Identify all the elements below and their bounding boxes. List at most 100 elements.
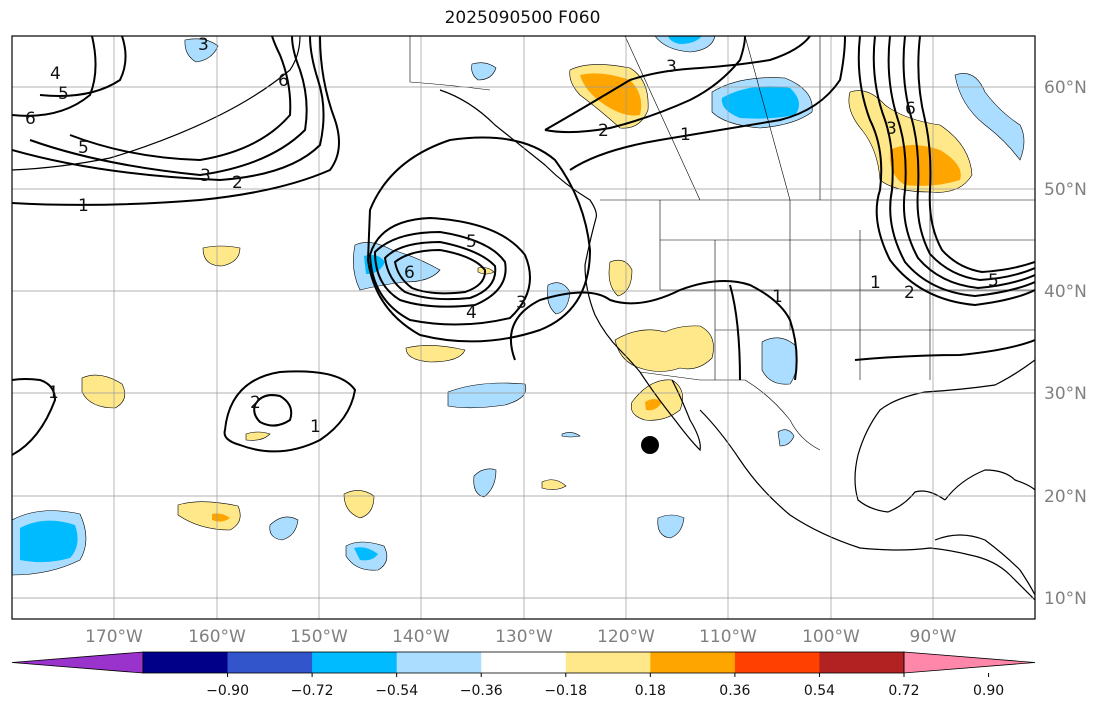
colorbar-tick-label: 0.54 xyxy=(804,683,835,699)
colorbar-segment xyxy=(227,652,313,673)
contour-label: 1 xyxy=(772,287,783,307)
colorbar-tick-label: −0.72 xyxy=(291,683,334,699)
contour-low-ring2 xyxy=(383,240,497,301)
fill-pos-pac3 xyxy=(405,345,466,363)
contour-label: 6 xyxy=(905,99,916,119)
fill-neg-coast xyxy=(547,282,571,315)
contour-low-ring3 xyxy=(393,248,487,295)
coast-gulf xyxy=(854,359,1035,513)
contour-label: 2 xyxy=(232,173,243,193)
contour-label: 1 xyxy=(310,417,321,437)
lon-label: 110°W xyxy=(699,627,757,647)
colorbar-tick-label: −0.54 xyxy=(375,683,418,699)
contour-south xyxy=(854,339,1035,361)
contour-1-east xyxy=(569,36,846,171)
colorbar-outline xyxy=(142,651,905,674)
contour-low-center xyxy=(373,230,507,308)
negative-anomaly-fills xyxy=(12,36,1025,576)
lon-label: 150°W xyxy=(290,627,348,647)
lat-label: 60°N xyxy=(1044,78,1087,98)
colorbar-segment xyxy=(903,651,1036,674)
location-marker xyxy=(641,436,659,454)
contour-label: 3 xyxy=(198,35,209,55)
fill-neg-pac-g xyxy=(777,429,795,447)
contour-label: 4 xyxy=(466,303,477,323)
longitude-labels: 170°W 160°W 150°W 140°W 130°W 120°W 110°… xyxy=(85,627,957,647)
fill-neg2-pac-f xyxy=(20,520,78,563)
contour-2-north xyxy=(12,36,325,182)
fill-pos-pac2 xyxy=(81,374,126,409)
contour-label: 4 xyxy=(50,64,61,84)
contour-1-mid xyxy=(544,36,811,131)
fill-neg2-top xyxy=(668,36,702,44)
map-frame xyxy=(11,35,1036,620)
fill-pos2-greatlakes xyxy=(889,145,961,186)
contour-label: 6 xyxy=(404,263,415,283)
fill-neg-pac-c xyxy=(269,516,299,541)
contour-label: 5 xyxy=(466,232,477,252)
colorbar-segment xyxy=(819,652,905,673)
colorbar-segment xyxy=(11,651,144,674)
contour-1-sw xyxy=(729,284,741,381)
coast-yucatan xyxy=(944,469,1035,501)
lon-label: 170°W xyxy=(85,627,143,647)
border-ak-canada xyxy=(409,36,491,91)
fill-pos-pac1 xyxy=(202,245,241,267)
colorbar-tick-label: −0.36 xyxy=(460,683,503,699)
fill-pos-pac5 xyxy=(343,490,375,519)
colorbar-segment xyxy=(312,652,398,673)
contour-4-north xyxy=(69,36,292,162)
contour-label: 1 xyxy=(680,125,691,145)
contour-label: 3 xyxy=(516,293,527,313)
contour-arc-pac xyxy=(510,280,798,381)
contour-1-west xyxy=(12,378,57,456)
colorbar-tick-label: −0.90 xyxy=(206,683,249,699)
contour-label: 1 xyxy=(48,383,59,403)
colorbar: −0.90 −0.72 −0.54 −0.36 −0.18 0.18 0.36 0.54 0.7… xyxy=(11,651,1036,699)
lat-label: 20°N xyxy=(1044,487,1087,507)
lon-label: 100°W xyxy=(802,627,860,647)
lon-label: 160°W xyxy=(188,627,246,647)
colorbar-tick-label: 0.36 xyxy=(719,683,750,699)
colorbar-segment xyxy=(396,652,482,673)
contour-1-north xyxy=(12,36,340,206)
contour-6-north xyxy=(12,36,97,117)
colorbar-tick-label: 0.18 xyxy=(635,683,666,699)
fill-pos-nevada xyxy=(608,259,633,297)
contour-label: 2 xyxy=(250,393,261,413)
lon-label: 90°W xyxy=(910,627,957,647)
fill-pos-pac6 xyxy=(541,479,567,490)
contour-label: 3 xyxy=(886,119,897,139)
contour-5-north xyxy=(39,36,127,97)
map-title: 2025090500 F060 xyxy=(444,8,601,28)
contour-trough5 xyxy=(917,36,1035,274)
contour-label: 3 xyxy=(666,57,677,77)
colorbar-segment xyxy=(565,652,651,673)
coast-baja xyxy=(639,371,701,452)
contour-small-low xyxy=(223,370,357,453)
contour-small-low2 xyxy=(253,394,293,427)
colorbar-segment xyxy=(143,652,229,673)
colorbar-tick-label: −0.18 xyxy=(544,683,587,699)
contour-label: 5 xyxy=(988,271,999,291)
coast-central-am xyxy=(934,534,1035,596)
fill-pos-california xyxy=(614,325,714,372)
contour-label: 1 xyxy=(870,273,881,293)
colorbar-tick-label: 0.90 xyxy=(973,683,1004,699)
colorbar-segment xyxy=(650,652,736,673)
latitude-labels: 60°N 50°N 40°N 30°N 20°N 10°N xyxy=(1044,78,1087,609)
contour-label: 2 xyxy=(598,121,609,141)
contour-low-ring4 xyxy=(368,216,531,326)
contour-trough4 xyxy=(902,36,1035,282)
lon-label: 130°W xyxy=(495,627,553,647)
fill-neg-pac-e xyxy=(657,514,685,539)
contour-trough1 xyxy=(857,36,1035,307)
states-grid xyxy=(659,200,1035,380)
contour-label: 5 xyxy=(78,138,89,158)
colorbar-segment xyxy=(481,652,567,673)
coast-alaska xyxy=(12,36,301,171)
colorbar-tick-label: 0.72 xyxy=(888,683,919,699)
fill-neg-pac-b xyxy=(473,468,497,498)
contour-lines xyxy=(12,36,1035,456)
